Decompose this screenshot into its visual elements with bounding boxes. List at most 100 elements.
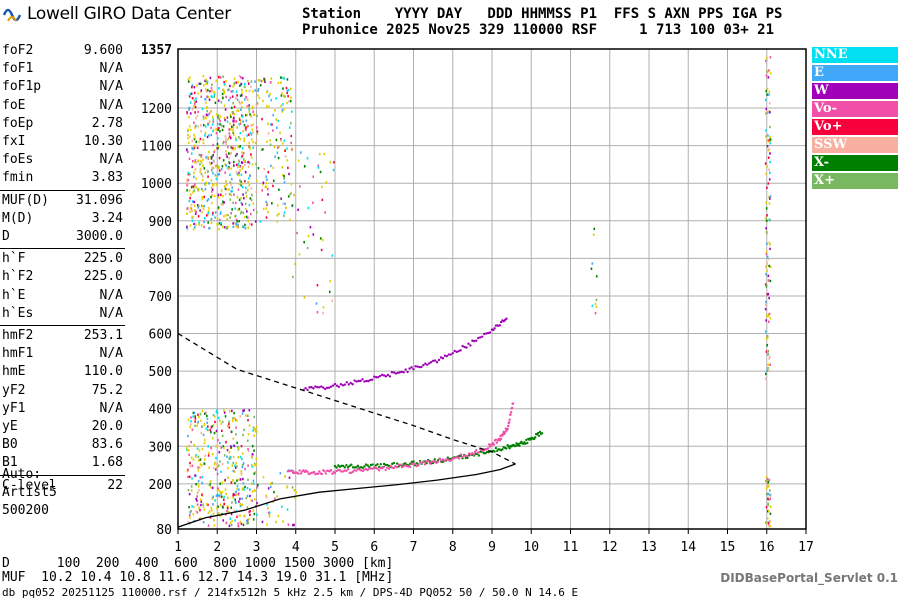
echo-point [479,336,482,339]
noise-dot [205,156,207,159]
noise-dot [315,302,318,305]
noise-dot [239,497,241,501]
noise-dot [283,107,285,111]
noise-dot [230,128,233,131]
noise-dot [290,134,293,138]
echo-point [346,465,350,469]
noise-dot [218,228,220,231]
noise-dot [297,159,300,162]
noise-dot [232,494,234,497]
noise-dot [224,192,227,196]
noise-dot [225,183,228,187]
echo-point [335,384,339,387]
echo-point [382,374,386,377]
echo-point [382,465,386,468]
noise-dot [765,314,768,317]
noise-dot [288,172,290,176]
noise-dot [194,102,196,105]
noise-dot [239,94,242,97]
noise-dot [228,410,231,413]
noise-dot [767,503,769,507]
noise-dot [241,203,244,206]
noise-dot [220,495,223,498]
grid [177,49,807,529]
noise-dot [204,171,207,174]
noise-dot [287,88,290,92]
noise-dot [766,242,768,245]
noise-dot [240,212,242,215]
echo-point [337,464,340,467]
ionogram-chart: 1 2 3 4 5 6 7 8 9 10 11 12 13 14 15 16 17802003004005006… [141,43,814,555]
noise-dot [212,424,215,427]
noise-dot [276,214,279,217]
noise-dot [194,168,197,171]
param-name: fxI [2,134,26,149]
y-tick-label: 1100 [141,140,172,155]
noise-dot [229,173,231,177]
noise-dot [202,189,204,193]
noise-dot [331,299,333,302]
echo-point [477,336,480,340]
noise-dot [207,511,210,515]
noise-dot [207,89,209,92]
noise-dot [253,449,255,452]
param-value: N/A [99,61,123,77]
noise-dot [237,109,240,113]
echo-point [341,384,345,387]
noise-dot [274,497,276,500]
noise-dot [199,419,202,422]
x-tick-label: 8 [449,540,457,555]
noise-dot [250,124,253,127]
noise-dot [219,212,222,215]
echo-point [325,386,329,390]
noise-dot [248,141,251,144]
noise-dot [237,223,239,226]
param-value: N/A [99,346,123,362]
noise-dot [250,453,253,456]
param-value: 3.83 [91,170,123,186]
noise-dot [190,203,193,207]
noise-dot [229,181,232,184]
noise-dot [230,523,233,527]
noise-dot [227,138,229,141]
noise-dot [232,130,235,133]
echo-point [363,380,366,383]
noise-dot [192,215,194,219]
noise-dot [210,446,212,450]
noise-dot [190,510,192,513]
noise-dot [235,490,237,494]
noise-dot [229,198,232,201]
noise-dot [240,180,243,184]
noise-dot [252,482,255,485]
noise-dot [211,95,213,98]
noise-dot [224,108,227,111]
noise-dot [232,85,235,88]
noise-dot [237,446,240,450]
noise-dot [194,420,196,423]
param-row: foF1p N/A [0,78,125,96]
noise-dot [213,91,216,94]
autoscaling-info: Auto: Artist5 500200 [2,466,57,520]
noise-dot [186,180,189,184]
noise-dot [241,101,243,104]
noise-dot [251,90,254,93]
noise-dot [240,105,243,109]
noise-dot [211,201,213,205]
param-row: fmin 3.83 [0,169,125,187]
noise-dot [218,419,221,422]
noise-dot [218,512,220,515]
polarization-legend: NNE E W Vo- Vo+ SSW X- X+ [812,47,898,191]
noise-dot [248,110,250,113]
noise-dot [235,509,238,513]
echo-point [387,467,391,470]
param-row: C-level 22 [0,477,125,495]
noise-dot [235,81,238,84]
echo-point [538,430,542,434]
echo-point [376,376,380,379]
echo-point [506,424,510,428]
header-line-1: Station YYYY DAY DDD HHMMSS P1 FFS S AXN… [302,6,783,22]
echo-point [525,438,528,442]
noise-dot [207,198,210,201]
echo-point [381,467,384,470]
noise-dot [767,134,769,137]
